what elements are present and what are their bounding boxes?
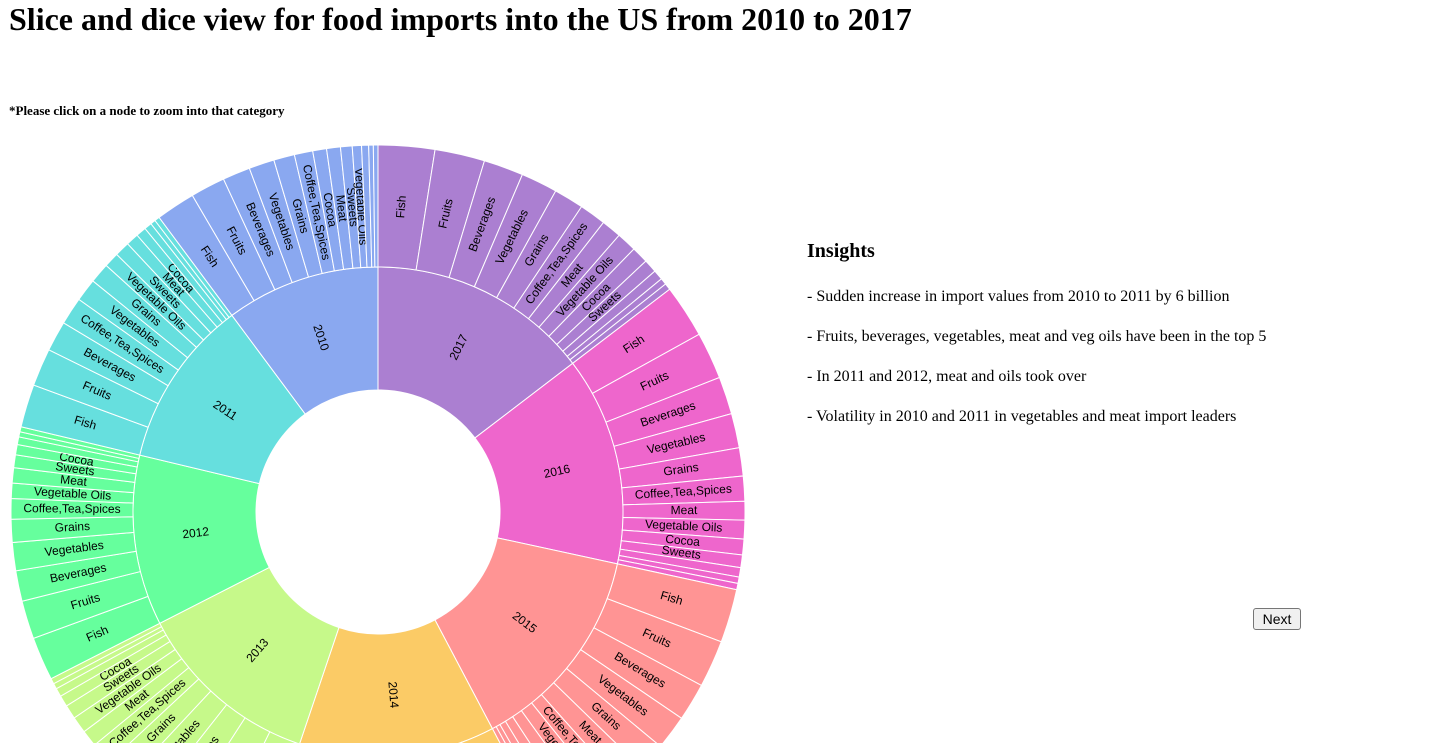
insights-panel: Insights - Sudden increase in import val…	[807, 240, 1407, 447]
category-label: Coffee,Tea,Spices	[23, 501, 120, 516]
category-label: Vegetable Oils	[645, 517, 723, 535]
next-button[interactable]: Next	[1253, 608, 1301, 630]
category-label: Coffee,Tea,Spices	[634, 482, 732, 502]
insights-heading: Insights	[807, 240, 875, 262]
insight-item: - In 2011 and 2012, meat and oils took o…	[807, 368, 1087, 385]
category-label: Fruits	[435, 197, 455, 229]
instruction-note: *Please click on a node to zoom into tha…	[9, 103, 285, 118]
category-label: Fish	[393, 195, 409, 219]
year-label: 2014	[385, 681, 401, 709]
insights-list: - Sudden increase in import values from …	[807, 287, 1407, 427]
insight-item: - Fruits, beverages, vegetables, meat an…	[807, 328, 1267, 345]
category-label: Fish	[659, 588, 685, 608]
category-label: Cocoa	[665, 532, 701, 549]
year-arc[interactable]	[299, 619, 494, 743]
page-title: Slice and dice view for food imports int…	[9, 1, 912, 37]
category-label: Meat	[671, 503, 698, 517]
insight-item: - Volatility in 2010 and 2011 in vegetab…	[807, 408, 1237, 425]
category-label: Fish	[72, 413, 98, 433]
category-arc[interactable]	[372, 144, 379, 268]
category-label: Grains	[663, 460, 700, 479]
insight-item: - Sudden increase in import values from …	[807, 288, 1230, 305]
year-label: 2016	[542, 461, 571, 481]
category-label: Grains	[54, 519, 90, 535]
year-label: 2012	[182, 524, 210, 541]
category-label: Meat	[60, 472, 89, 489]
